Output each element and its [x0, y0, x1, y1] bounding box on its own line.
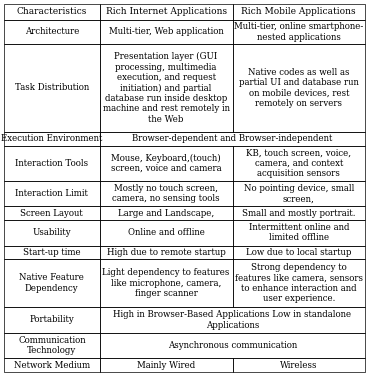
- Bar: [4, 259, 100, 307]
- Text: Native codes as well as
partial UI and database run
on mobile devices, rest
remo: Native codes as well as partial UI and d…: [239, 68, 359, 108]
- Text: Usability: Usability: [32, 228, 71, 237]
- Text: Native Feature
Dependency: Native Feature Dependency: [20, 273, 84, 293]
- Bar: [4, 220, 100, 246]
- Text: Large and Landscape,: Large and Landscape,: [118, 209, 214, 218]
- Text: Interaction Tools: Interaction Tools: [15, 159, 89, 168]
- Bar: [232, 44, 365, 132]
- Text: Task Distribution: Task Distribution: [15, 83, 89, 92]
- Bar: [100, 220, 232, 246]
- Bar: [232, 220, 365, 246]
- Bar: [232, 246, 365, 259]
- Text: KB, touch screen, voice,
camera, and context
acquisition sensors: KB, touch screen, voice, camera, and con…: [246, 148, 351, 178]
- Text: Network Medium: Network Medium: [14, 361, 90, 370]
- Bar: [232, 206, 365, 220]
- Text: Portability: Portability: [30, 315, 74, 324]
- Bar: [4, 132, 100, 146]
- Text: Light dependency to features
like microphone, camera,
finger scanner: Light dependency to features like microp…: [103, 268, 230, 298]
- Text: Communication
Technology: Communication Technology: [18, 336, 86, 355]
- Bar: [4, 4, 100, 20]
- Bar: [232, 20, 365, 44]
- Bar: [4, 206, 100, 220]
- Text: Low due to local startup: Low due to local startup: [246, 248, 351, 257]
- Text: Architecture: Architecture: [25, 27, 79, 36]
- Bar: [4, 307, 100, 333]
- Text: Start-up time: Start-up time: [23, 248, 81, 257]
- Text: Mostly no touch screen,
camera, no sensing tools: Mostly no touch screen, camera, no sensi…: [112, 184, 220, 203]
- Bar: [4, 44, 100, 132]
- Text: Browser-dependent and Browser-independent: Browser-dependent and Browser-independen…: [132, 134, 332, 143]
- Text: Intermittent online and
limited offline: Intermittent online and limited offline: [248, 223, 349, 243]
- Bar: [100, 358, 232, 372]
- Text: Screen Layout: Screen Layout: [20, 209, 83, 218]
- Bar: [100, 4, 232, 20]
- Bar: [100, 246, 232, 259]
- Text: High in Browser-Based Applications Low in standalone
Applications: High in Browser-Based Applications Low i…: [113, 310, 351, 330]
- Bar: [4, 358, 100, 372]
- Bar: [100, 307, 365, 333]
- Text: Mainly Wired: Mainly Wired: [137, 361, 195, 370]
- Text: Multi-tier, online smartphone-
nested applications: Multi-tier, online smartphone- nested ap…: [234, 22, 363, 42]
- Text: Interaction Limit: Interaction Limit: [15, 189, 88, 198]
- Text: Rich Internet Applications: Rich Internet Applications: [106, 8, 227, 17]
- Text: Presentation layer (GUI
processing, multimedia
execution, and request
initiation: Presentation layer (GUI processing, mult…: [103, 52, 230, 124]
- Bar: [100, 181, 232, 206]
- Bar: [232, 146, 365, 181]
- Bar: [232, 358, 365, 372]
- Bar: [232, 181, 365, 206]
- Text: Small and mostly portrait.: Small and mostly portrait.: [242, 209, 355, 218]
- Bar: [100, 146, 232, 181]
- Text: Mouse, Keyboard,(touch)
screen, voice and camera: Mouse, Keyboard,(touch) screen, voice an…: [111, 153, 221, 173]
- Text: No pointing device, small
screen,: No pointing device, small screen,: [244, 184, 354, 203]
- Text: Multi-tier, Web application: Multi-tier, Web application: [109, 27, 224, 36]
- Bar: [100, 333, 365, 358]
- Bar: [232, 259, 365, 307]
- Text: Wireless: Wireless: [280, 361, 317, 370]
- Bar: [4, 333, 100, 358]
- Text: Online and offline: Online and offline: [128, 228, 204, 237]
- Bar: [232, 4, 365, 20]
- Bar: [4, 181, 100, 206]
- Text: Asynchronous communication: Asynchronous communication: [168, 341, 297, 350]
- Bar: [100, 44, 232, 132]
- Text: Rich Mobile Applications: Rich Mobile Applications: [241, 8, 356, 17]
- Bar: [4, 146, 100, 181]
- Bar: [4, 20, 100, 44]
- Text: Characteristics: Characteristics: [17, 8, 87, 17]
- Text: Execution Environment: Execution Environment: [1, 134, 103, 143]
- Bar: [100, 206, 232, 220]
- Bar: [100, 259, 232, 307]
- Text: High due to remote startup: High due to remote startup: [107, 248, 225, 257]
- Text: Strong dependency to
features like camera, sensors
to enhance interaction and
us: Strong dependency to features like camer…: [235, 263, 363, 303]
- Bar: [100, 132, 365, 146]
- Bar: [4, 246, 100, 259]
- Bar: [100, 20, 232, 44]
